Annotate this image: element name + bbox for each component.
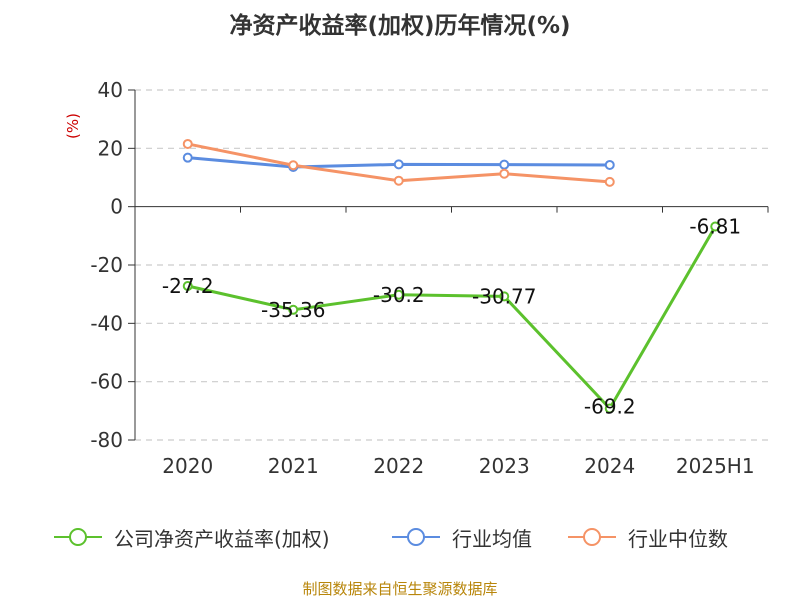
data-point-0	[182, 281, 193, 291]
x-tick-label: 2024	[584, 454, 635, 478]
chart-legend: 公司净资产收益率(加权) 行业均值 行业中位数	[0, 520, 800, 554]
data-point-0	[393, 289, 404, 300]
data-label: -6.81	[689, 215, 741, 239]
data-label: -30.2	[373, 283, 425, 307]
data-label: -30.77	[472, 284, 536, 308]
data-point-0	[604, 403, 615, 414]
data-source-note: 制图数据来自恒生聚源数据库	[302, 580, 498, 598]
data-point-2	[393, 175, 404, 186]
x-tick-label: 2020	[162, 454, 213, 478]
data-point-0	[499, 291, 510, 302]
series-line-0	[187, 225, 717, 410]
data-label: -35.36	[261, 298, 325, 322]
roe-line-chart: -80 -60 -40 -20 0 20 40 2020 2021 2022 2023 2024 202…	[64, 78, 769, 478]
legend-label-industry-avg: 行业均值	[452, 526, 532, 551]
x-tick-label: 2022	[373, 454, 424, 478]
y-axis-unit-label: (%)	[64, 113, 82, 139]
x-tick-label: 2023	[479, 454, 530, 478]
data-point-2	[499, 168, 510, 179]
legend-label-industry-median: 行业中位数	[628, 526, 728, 551]
data-point-1	[393, 159, 404, 170]
legend-item-company[interactable]: 公司净资产收益率(加权)	[52, 520, 330, 554]
data-point-2	[182, 138, 193, 149]
y-tick-label: -20	[90, 253, 123, 277]
data-point-2	[604, 176, 615, 187]
data-label: -27.2	[162, 274, 214, 298]
x-tick-label: 2021	[268, 454, 319, 478]
y-tick-label: -40	[90, 311, 123, 335]
data-point-0	[288, 304, 299, 315]
legend-line-circle-icon	[568, 528, 616, 546]
data-label: -69.2	[584, 395, 636, 419]
legend-line-circle-icon	[392, 528, 440, 546]
chart-title: 净资产收益率(加权)历年情况(%)	[229, 13, 571, 39]
legend-item-industry-median[interactable]: 行业中位数	[566, 520, 728, 554]
data-point-2	[288, 160, 299, 171]
data-point-1	[182, 152, 193, 163]
legend-item-industry-avg[interactable]: 行业均值	[390, 520, 532, 554]
y-tick-label: 40	[98, 78, 123, 102]
legend-label-company: 公司净资产收益率(加权)	[114, 526, 330, 551]
data-point-1	[604, 159, 615, 170]
legend-line-circle-icon	[54, 528, 102, 546]
y-tick-label: -60	[90, 370, 123, 394]
y-tick-label: -80	[90, 428, 123, 452]
y-tick-label: 20	[98, 136, 123, 160]
data-point-0	[710, 221, 721, 232]
data-point-1	[499, 159, 510, 170]
y-tick-label: 0	[110, 195, 123, 219]
x-tick-label: 2025H1	[676, 454, 755, 478]
